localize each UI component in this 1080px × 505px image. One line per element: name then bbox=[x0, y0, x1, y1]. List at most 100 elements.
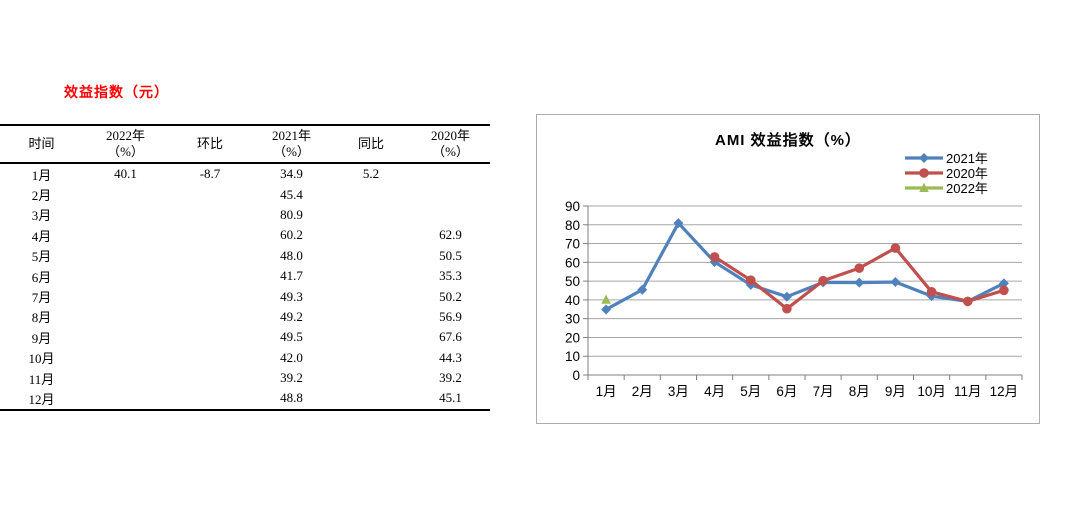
table-cell: 50.5 bbox=[439, 247, 462, 263]
circle-marker bbox=[926, 287, 937, 297]
table-row: 10月 42.0 44.3 bbox=[0, 348, 490, 368]
table-cell bbox=[411, 184, 490, 204]
table-row: 7月 49.3 50.2 bbox=[0, 286, 490, 306]
table-row: 2月 45.4 bbox=[0, 184, 490, 204]
table-body: 1月 40.1 -8.7 34.9 5.2 2月 45.4 3月 80.9 4月 60.2 62.9 5… bbox=[0, 163, 490, 410]
table-cell bbox=[83, 225, 168, 245]
column-header-yoy: 同比 bbox=[331, 125, 411, 163]
table-cell: 35.3 bbox=[439, 268, 462, 284]
circle-marker bbox=[745, 275, 756, 285]
table-cell: 49.5 bbox=[280, 329, 303, 345]
column-header-label: 2021年 bbox=[271, 127, 311, 143]
table-cell: -8.7 bbox=[199, 166, 221, 182]
table-cell: 11月 bbox=[28, 371, 55, 387]
table-cell: 50.2 bbox=[439, 288, 462, 304]
diamond-marker bbox=[854, 277, 865, 288]
column-header-2022: 2022年 （%） bbox=[83, 125, 168, 163]
table-cell: 80.9 bbox=[280, 206, 303, 222]
table-row: 11月 39.2 39.2 bbox=[0, 368, 490, 388]
triangle-marker bbox=[601, 294, 611, 304]
circle-marker bbox=[854, 263, 865, 273]
legend-item-2021年: 2021年 bbox=[905, 151, 988, 166]
table-cell bbox=[168, 266, 252, 286]
x-axis-label: 11月 bbox=[954, 384, 982, 399]
table-cell bbox=[168, 246, 252, 266]
table-cell bbox=[331, 266, 411, 286]
column-header-sublabel: （%） bbox=[273, 144, 310, 159]
y-axis-label: 70 bbox=[565, 237, 580, 252]
table-cell bbox=[168, 205, 252, 225]
y-axis-label: 20 bbox=[565, 330, 580, 345]
circle-marker bbox=[919, 168, 929, 178]
table-cell: 10月 bbox=[28, 351, 55, 367]
table-cell: 9月 bbox=[31, 330, 52, 346]
table-cell: 2月 bbox=[31, 188, 52, 204]
table-cell bbox=[83, 327, 168, 347]
column-header-label: 时间 bbox=[28, 135, 55, 151]
x-axis-label: 4月 bbox=[704, 384, 725, 399]
column-header-label: 环比 bbox=[196, 135, 223, 151]
table-cell bbox=[83, 368, 168, 388]
y-axis-label: 60 bbox=[565, 255, 580, 270]
column-header-label: 同比 bbox=[357, 135, 384, 151]
table-cell bbox=[168, 184, 252, 204]
table-cell bbox=[168, 286, 252, 306]
x-axis-label: 6月 bbox=[776, 384, 797, 399]
table-cell: 45.1 bbox=[439, 390, 462, 406]
column-header-sublabel: （%） bbox=[107, 144, 144, 159]
table-cell bbox=[331, 246, 411, 266]
table-cell: 49.3 bbox=[280, 288, 303, 304]
chart-container: 0 10 20 30 40 50 60 70 80 90 1月 2月 3月 4月 5月 6月 7月 8月 9月 10月… bbox=[536, 114, 1040, 424]
page-title: 效益指数（元） bbox=[64, 84, 169, 100]
chart-title: AMI 效益指数（%） bbox=[714, 132, 861, 149]
chart-svg: 0 10 20 30 40 50 60 70 80 90 1月 2月 3月 4月 5月 6月 7月 8月 9月 10月… bbox=[565, 151, 1023, 399]
legend-label: 2021年 bbox=[946, 151, 988, 166]
diamond-marker bbox=[781, 291, 792, 302]
table-cell bbox=[331, 348, 411, 368]
y-axis-label: 30 bbox=[565, 312, 580, 327]
x-axis-label: 1月 bbox=[596, 384, 617, 399]
table-cell bbox=[168, 327, 252, 347]
x-axis-label: 5月 bbox=[740, 384, 761, 399]
x-axis-label: 8月 bbox=[849, 384, 870, 399]
circle-marker bbox=[890, 243, 901, 253]
table-cell bbox=[411, 205, 490, 225]
x-axis-label: 7月 bbox=[813, 384, 834, 399]
table-cell: 48.0 bbox=[280, 247, 303, 263]
table-cell bbox=[83, 307, 168, 327]
table-cell: 49.2 bbox=[280, 308, 303, 324]
circle-marker bbox=[709, 252, 720, 262]
column-header-sublabel: （%） bbox=[432, 144, 469, 159]
table-row: 8月 49.2 56.9 bbox=[0, 307, 490, 327]
table-cell: 60.2 bbox=[280, 227, 303, 243]
table-cell: 5.2 bbox=[362, 166, 380, 182]
circle-marker bbox=[782, 303, 792, 314]
table-cell: 34.9 bbox=[280, 166, 303, 182]
y-axis-label: 50 bbox=[565, 274, 580, 289]
table-cell: 48.8 bbox=[280, 390, 303, 406]
table-cell bbox=[331, 307, 411, 327]
x-axis-label: 3月 bbox=[668, 384, 689, 399]
y-axis-label: 40 bbox=[565, 293, 580, 308]
table-row: 9月 49.5 67.6 bbox=[0, 327, 490, 347]
table-row: 1月 40.1 -8.7 34.9 5.2 bbox=[0, 163, 490, 184]
table-cell: 45.4 bbox=[280, 186, 303, 202]
table-cell: 62.9 bbox=[439, 227, 462, 243]
diamond-marker bbox=[919, 153, 929, 163]
table-cell bbox=[168, 225, 252, 245]
y-axis-label: 10 bbox=[565, 349, 580, 364]
table-cell bbox=[83, 205, 168, 225]
column-header-2020: 2020年 （%） bbox=[411, 125, 490, 163]
table-cell bbox=[83, 246, 168, 266]
legend-label: 2020年 bbox=[946, 166, 988, 181]
table-row: 4月 60.2 62.9 bbox=[0, 225, 490, 245]
table-cell: 12月 bbox=[28, 391, 55, 407]
diamond-marker bbox=[601, 304, 612, 315]
table-row: 3月 80.9 bbox=[0, 205, 490, 225]
column-header-2021: 2021年 （%） bbox=[252, 125, 331, 163]
table-cell: 39.2 bbox=[439, 370, 462, 386]
table-cell bbox=[331, 286, 411, 306]
circle-marker bbox=[999, 285, 1009, 296]
x-axis-label: 9月 bbox=[885, 384, 906, 399]
table-header-row: 时间 2022年 （%） 环比 2021年 （%） 同比 2020年 （%） bbox=[0, 125, 490, 163]
